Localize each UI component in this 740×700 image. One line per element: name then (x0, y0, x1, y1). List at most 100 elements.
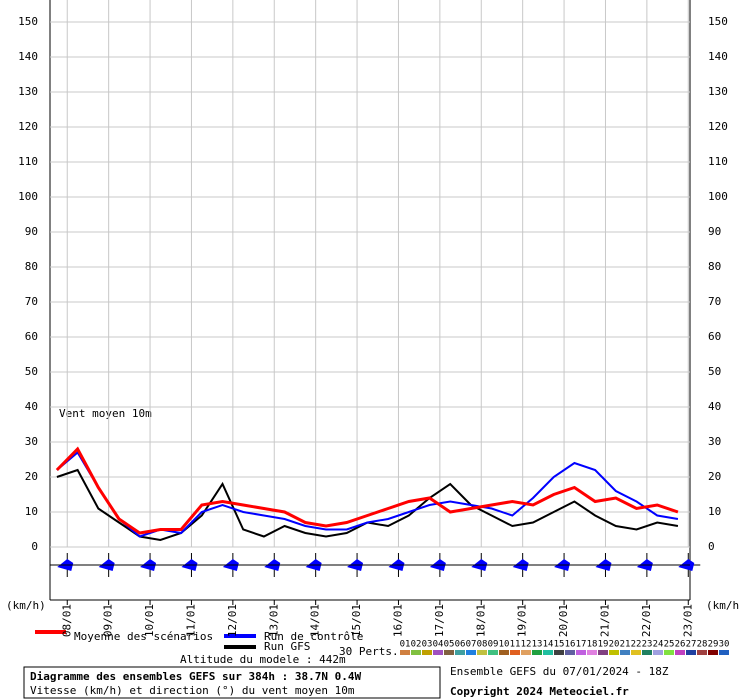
perturbation-swatch (697, 650, 707, 655)
perturbation-name: 07 (466, 640, 477, 650)
perturbation-swatch (576, 650, 586, 655)
y-tick-label: 50 (25, 365, 38, 378)
perturbation-name: 08 (477, 640, 488, 650)
y-tick-label: 70 (708, 295, 721, 308)
annotation: Vent moyen 10m (59, 407, 152, 420)
y-tick-label: 70 (25, 295, 38, 308)
x-tick-label: 20/01 (557, 604, 570, 637)
y-tick-label: 50 (708, 365, 721, 378)
perturbation-swatch (664, 650, 674, 655)
perturbation-name: 13 (532, 640, 543, 650)
perturbation-swatch (422, 650, 432, 655)
perturbation-name: 25 (664, 640, 675, 650)
y-tick-label: 10 (708, 505, 721, 518)
perturbation-swatch (686, 650, 696, 655)
perturbation-swatch (675, 650, 685, 655)
perturbation-swatch (455, 650, 465, 655)
perturbation-swatch (433, 650, 443, 655)
perturbation-name: 02 (411, 640, 422, 650)
perturbation-name: 09 (488, 640, 499, 650)
x-tick-label: 19/01 (516, 604, 529, 637)
x-tick-label: 22/01 (640, 604, 653, 637)
y-tick-label: 110 (18, 155, 38, 168)
perturbation-name: 19 (598, 640, 609, 650)
y-tick-label: 0 (31, 540, 38, 553)
perturbation-name: 01 (400, 640, 411, 650)
legend-label: Run de contrôle (264, 630, 363, 643)
perturbation-label: 30 Perts. (339, 645, 399, 658)
perturbation-swatch (631, 650, 641, 655)
perturbation-swatch (620, 650, 630, 655)
y-tick-label: 20 (708, 470, 721, 483)
perturbation-name: 16 (565, 640, 576, 650)
y-tick-label: 130 (18, 85, 38, 98)
y-tick-label: 10 (25, 505, 38, 518)
y-tick-label: 150 (18, 15, 38, 28)
perturbation-swatch (466, 650, 476, 655)
perturbation-swatch (719, 650, 729, 655)
x-tick-label: 14/01 (309, 604, 322, 637)
perturbation-swatch (543, 650, 553, 655)
perturbation-swatch (488, 650, 498, 655)
x-tick-label: 16/01 (391, 604, 404, 637)
perturbation-name: 12 (521, 640, 532, 650)
x-tick-label: 18/01 (474, 604, 487, 637)
x-tick-label: 11/01 (184, 604, 197, 637)
perturbation-name: 24 (653, 640, 664, 650)
y-unit-left: (km/h) (6, 599, 46, 612)
y-tick-label: 130 (708, 85, 728, 98)
perturbation-name: 29 (708, 640, 719, 650)
perturbation-swatch (642, 650, 652, 655)
y-tick-label: 140 (18, 50, 38, 63)
altitude: Altitude du modele : 442m (180, 653, 346, 666)
perturbation-swatch (609, 650, 619, 655)
y-tick-label: 40 (25, 400, 38, 413)
x-tick-label: 08/01 (60, 604, 73, 637)
y-tick-label: 120 (18, 120, 38, 133)
perturbation-name: 18 (587, 640, 598, 650)
perturbation-name: 30 (719, 640, 730, 650)
x-tick-label: 15/01 (350, 604, 363, 637)
perturbation-name: 27 (686, 640, 697, 650)
y-unit-right: (km/h) (706, 599, 740, 612)
y-tick-label: 140 (708, 50, 728, 63)
y-tick-label: 0 (708, 540, 715, 553)
y-tick-label: 30 (708, 435, 721, 448)
y-tick-label: 150 (708, 15, 728, 28)
perturbation-swatch (444, 650, 454, 655)
perturbation-swatch (708, 650, 718, 655)
y-tick-label: 80 (708, 260, 721, 273)
perturbation-name: 04 (433, 640, 444, 650)
y-tick-label: 100 (18, 190, 38, 203)
perturbation-swatch (587, 650, 597, 655)
x-tick-label: 21/01 (598, 604, 611, 637)
info-subtitle: Vitesse (km/h) et direction (°) du vent … (30, 684, 355, 697)
info-title: Diagramme des ensembles GEFS sur 384h : … (30, 670, 362, 683)
perturbation-name: 10 (499, 640, 510, 650)
perturbation-name: 22 (631, 640, 642, 650)
perturbation-name: 03 (422, 640, 433, 650)
y-tick-label: 90 (708, 225, 721, 238)
x-tick-label: 10/01 (143, 604, 156, 637)
perturbation-name: 15 (554, 640, 565, 650)
y-tick-label: 60 (708, 330, 721, 343)
perturbation-swatch (499, 650, 509, 655)
perturbation-swatch (521, 650, 531, 655)
copyright: Copyright 2024 Meteociel.fr (450, 685, 629, 698)
perturbation-swatch (554, 650, 564, 655)
perturbation-name: 21 (620, 640, 631, 650)
perturbation-swatch (532, 650, 542, 655)
perturbation-name: 17 (576, 640, 587, 650)
perturbation-name: 14 (543, 640, 554, 650)
x-tick-label: 09/01 (102, 604, 115, 637)
perturbation-name: 06 (455, 640, 466, 650)
perturbation-swatch (411, 650, 421, 655)
perturbation-name: 23 (642, 640, 653, 650)
perturbation-swatch (565, 650, 575, 655)
y-tick-label: 80 (25, 260, 38, 273)
perturbation-name: 11 (510, 640, 521, 650)
x-tick-label: 13/01 (267, 604, 280, 637)
legend-label: Run GFS (264, 640, 310, 653)
